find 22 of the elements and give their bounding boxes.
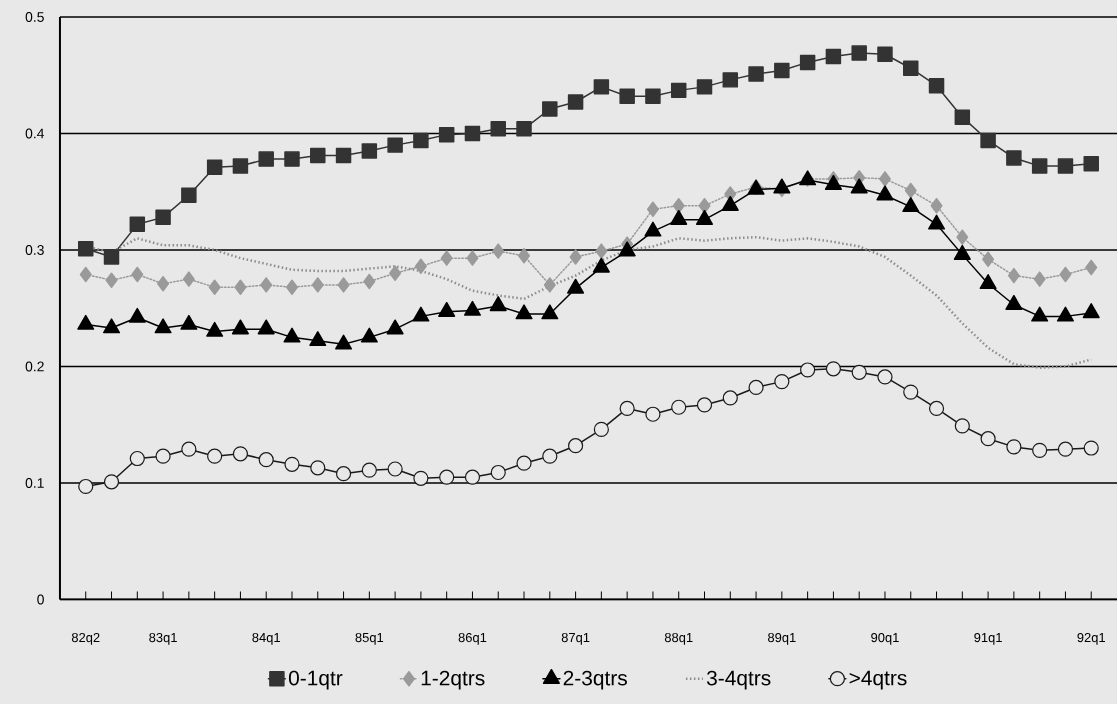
x-tick-label: 86q1 xyxy=(458,632,487,645)
x-tick-label: 91q1 xyxy=(974,632,1002,645)
y-tick-label: 0.5 xyxy=(25,11,44,22)
y-tick-label: 0.3 xyxy=(25,244,44,255)
x-tick-label: 83q1 xyxy=(149,632,177,645)
x-tick-label: 92q1 xyxy=(1077,632,1105,645)
x-tick-label: 87q1 xyxy=(561,632,590,645)
legend-label: 1-2qtrs xyxy=(421,670,485,690)
legend-label: >4qtrs xyxy=(849,670,907,690)
legend-label: 2-3qtrs xyxy=(563,670,627,690)
x-tick-label: 85q1 xyxy=(355,632,384,645)
x-tick-label: 90q1 xyxy=(871,632,899,645)
x-tick-label: 89q1 xyxy=(768,632,796,645)
legend-label: 0-1qtr xyxy=(288,670,343,690)
x-tick-label: 84q1 xyxy=(252,632,280,645)
y-tick-label: 0.4 xyxy=(25,128,45,139)
y-tick-label: 0 xyxy=(37,594,44,605)
x-tick-label: 82q2 xyxy=(71,632,100,645)
y-tick-label: 0.2 xyxy=(25,361,44,372)
x-tick-label: 88q1 xyxy=(664,632,693,645)
legend-label: 3-4qtrs xyxy=(706,670,771,690)
y-tick-label: 0.1 xyxy=(25,477,44,488)
